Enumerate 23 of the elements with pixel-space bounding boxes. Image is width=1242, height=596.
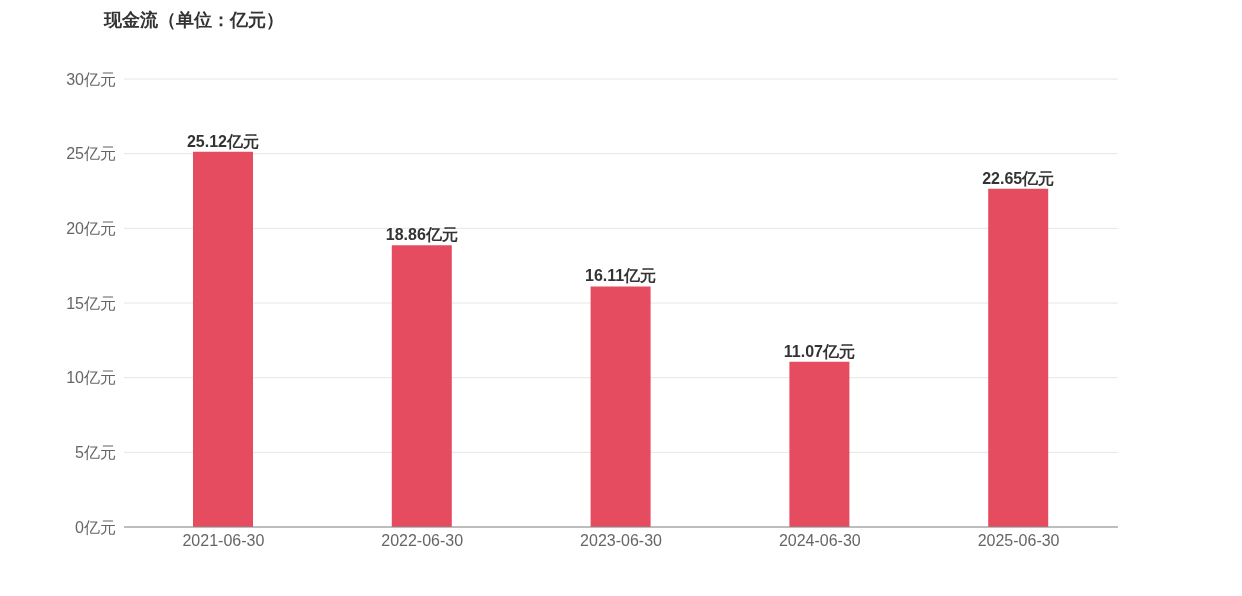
bar	[988, 188, 1049, 527]
y-tick-label: 15亿元	[66, 294, 116, 312]
x-tick-label: 2021-06-30	[182, 532, 265, 550]
y-tick-label: 10亿元	[66, 369, 116, 387]
bar	[391, 245, 452, 527]
x-tick-label: 2025-06-30	[977, 532, 1060, 550]
y-tick-label: 20亿元	[66, 220, 116, 238]
x-tick-label: 2022-06-30	[381, 532, 464, 550]
data-label: 22.65亿元	[982, 169, 1055, 187]
chart-title: 现金流（单位：亿元）	[104, 9, 285, 32]
bar	[590, 286, 651, 527]
x-tick-label: 2023-06-30	[580, 532, 663, 550]
data-label: 25.12亿元	[186, 132, 260, 150]
data-label: 11.07亿元	[783, 342, 855, 360]
x-tick-label: 2024-06-30	[778, 532, 861, 550]
data-label: 18.86亿元	[385, 226, 458, 244]
data-label: 16.11亿元	[585, 267, 657, 285]
y-tick-label: 25亿元	[66, 145, 116, 163]
y-tick-label: 5亿元	[75, 444, 116, 462]
y-tick-label: 30亿元	[66, 70, 116, 88]
y-tick-label: 0亿元	[75, 518, 116, 536]
bar	[193, 151, 253, 527]
bar	[789, 361, 850, 527]
